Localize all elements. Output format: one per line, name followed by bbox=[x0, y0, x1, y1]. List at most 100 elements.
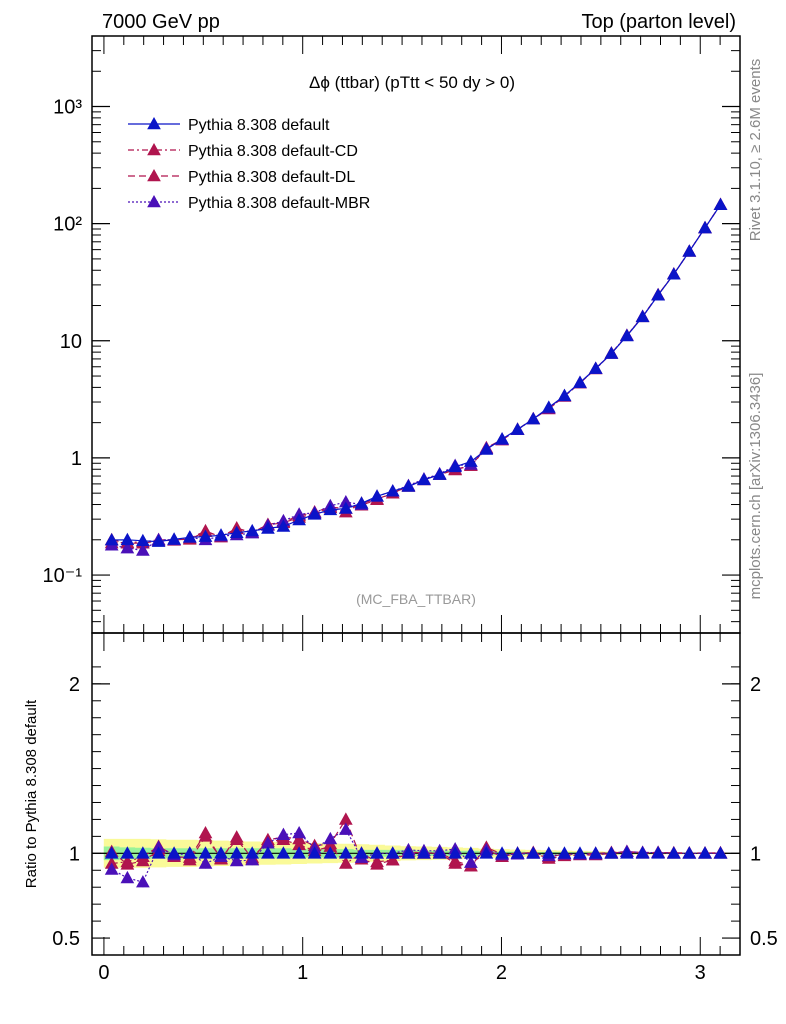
ratio-default-point bbox=[713, 846, 728, 859]
main-data-point bbox=[541, 400, 556, 413]
main-series-line bbox=[111, 204, 721, 544]
mcplots-source-label: mcplots.cern.ch [arXiv:1306.3436] bbox=[747, 373, 764, 600]
ratio-series-line bbox=[111, 818, 721, 867]
ratio-data-point bbox=[136, 853, 150, 867]
ratio-data-point bbox=[136, 875, 150, 888]
ratio-default-point bbox=[432, 846, 447, 859]
ratio-default-point bbox=[448, 846, 463, 859]
main-data-point bbox=[479, 442, 494, 455]
ratio-x-tick-label: 1 bbox=[297, 962, 308, 984]
ratio-default-point bbox=[261, 846, 275, 859]
ratio-default-point bbox=[401, 846, 416, 859]
main-data-point bbox=[448, 459, 463, 473]
ratio-data-point bbox=[448, 853, 463, 867]
ratio-data-point bbox=[464, 855, 478, 868]
main-data-point bbox=[666, 267, 681, 280]
legend-label: Pythia 8.308 default-DL bbox=[188, 169, 355, 186]
ratio-default-point bbox=[573, 846, 587, 859]
legend-marker bbox=[147, 116, 161, 130]
ratio-data-point bbox=[370, 857, 384, 870]
main-data-point bbox=[432, 467, 447, 480]
legend-marker bbox=[147, 142, 161, 156]
ratio-default-point bbox=[526, 846, 541, 859]
ratio-y-tick-label: 2 bbox=[69, 674, 80, 696]
ratio-default-point bbox=[385, 846, 400, 859]
main-data-point bbox=[651, 288, 665, 301]
ratio-data-point bbox=[338, 822, 353, 835]
legend-label: Pythia 8.308 default-CD bbox=[188, 143, 358, 160]
ratio-x-tick-label: 2 bbox=[496, 962, 507, 984]
ratio-y-tick-label-right: 1 bbox=[750, 843, 761, 865]
main-data-point bbox=[682, 244, 697, 257]
ratio-y-tick-label: 1 bbox=[69, 843, 80, 865]
main-data-point bbox=[292, 512, 306, 526]
main-y-tick-label: 10³ bbox=[53, 97, 82, 119]
main-data-point bbox=[338, 501, 353, 514]
ratio-default-point bbox=[635, 846, 650, 859]
ratio-default-point bbox=[557, 846, 572, 859]
main-data-point bbox=[307, 507, 322, 520]
main-data-point bbox=[401, 479, 416, 492]
ratio-default-point bbox=[682, 846, 697, 859]
main-data-point bbox=[261, 521, 275, 534]
main-data-point bbox=[182, 530, 197, 543]
main-data-point bbox=[464, 454, 478, 467]
ratio-data-point bbox=[229, 830, 244, 843]
ratio-default-point bbox=[354, 846, 369, 859]
ratio-default-point bbox=[167, 846, 181, 859]
legend-marker bbox=[147, 168, 161, 182]
ratio-default-point bbox=[151, 846, 166, 859]
main-data-point bbox=[229, 525, 244, 538]
ratio-plot-frame bbox=[91, 632, 741, 956]
main-series-line bbox=[111, 204, 721, 552]
ratio-y-tick-label-right: 2 bbox=[750, 674, 761, 696]
legend-label: Pythia 8.308 default bbox=[188, 117, 330, 134]
ratio-default-point bbox=[698, 846, 712, 859]
ratio-default-point bbox=[245, 846, 260, 859]
ratio-default-point bbox=[323, 846, 338, 859]
ratio-default-point bbox=[510, 846, 525, 859]
main-data-point bbox=[557, 388, 572, 401]
ratio-default-point bbox=[229, 846, 244, 859]
ratio-x-tick-label: 0 bbox=[98, 962, 109, 984]
ratio-data-point bbox=[385, 853, 400, 866]
ratio-data-point bbox=[229, 853, 244, 867]
energy-label: 7000 GeV pp bbox=[102, 11, 220, 33]
ratio-default-point bbox=[417, 846, 431, 859]
ratio-default-point bbox=[120, 846, 135, 859]
main-series-line bbox=[111, 204, 721, 544]
legend: Pythia 8.308 default Pythia 8.308 default… bbox=[128, 116, 370, 212]
main-data-point bbox=[370, 489, 384, 502]
ratio-default-point bbox=[666, 846, 681, 859]
ratio-default-point bbox=[464, 846, 478, 859]
ratio-default-point bbox=[651, 846, 665, 859]
ratio-default-point bbox=[541, 846, 556, 859]
main-data-point bbox=[167, 532, 181, 545]
ratio-data-point bbox=[276, 827, 291, 840]
ratio-default-point bbox=[479, 846, 494, 859]
ratio-default-point bbox=[276, 846, 291, 859]
main-data-point bbox=[417, 472, 431, 486]
ratio-data-point bbox=[323, 831, 338, 845]
main-data-point bbox=[635, 309, 650, 323]
main-y-tick-label: 1 bbox=[71, 448, 82, 470]
ratio-default-point bbox=[104, 846, 119, 859]
main-data-point bbox=[495, 431, 509, 445]
ratio-data-point bbox=[245, 853, 260, 866]
main-data-point bbox=[198, 529, 213, 542]
ratio-default-point bbox=[495, 846, 509, 859]
main-data-point bbox=[120, 541, 135, 554]
process-label: Top (parton level) bbox=[581, 11, 736, 33]
ratio-data-point bbox=[120, 870, 135, 884]
main-data-point bbox=[510, 422, 525, 435]
main-series-line bbox=[111, 204, 721, 543]
main-data-point bbox=[136, 543, 150, 556]
main-data-point bbox=[526, 411, 541, 425]
ratio-default-point bbox=[620, 846, 634, 859]
main-data-point bbox=[620, 328, 634, 342]
main-series bbox=[104, 197, 728, 556]
ratio-y-tick-label-right: 0.5 bbox=[750, 928, 778, 950]
ratio-default-point bbox=[338, 846, 353, 859]
main-data-point bbox=[136, 533, 150, 547]
